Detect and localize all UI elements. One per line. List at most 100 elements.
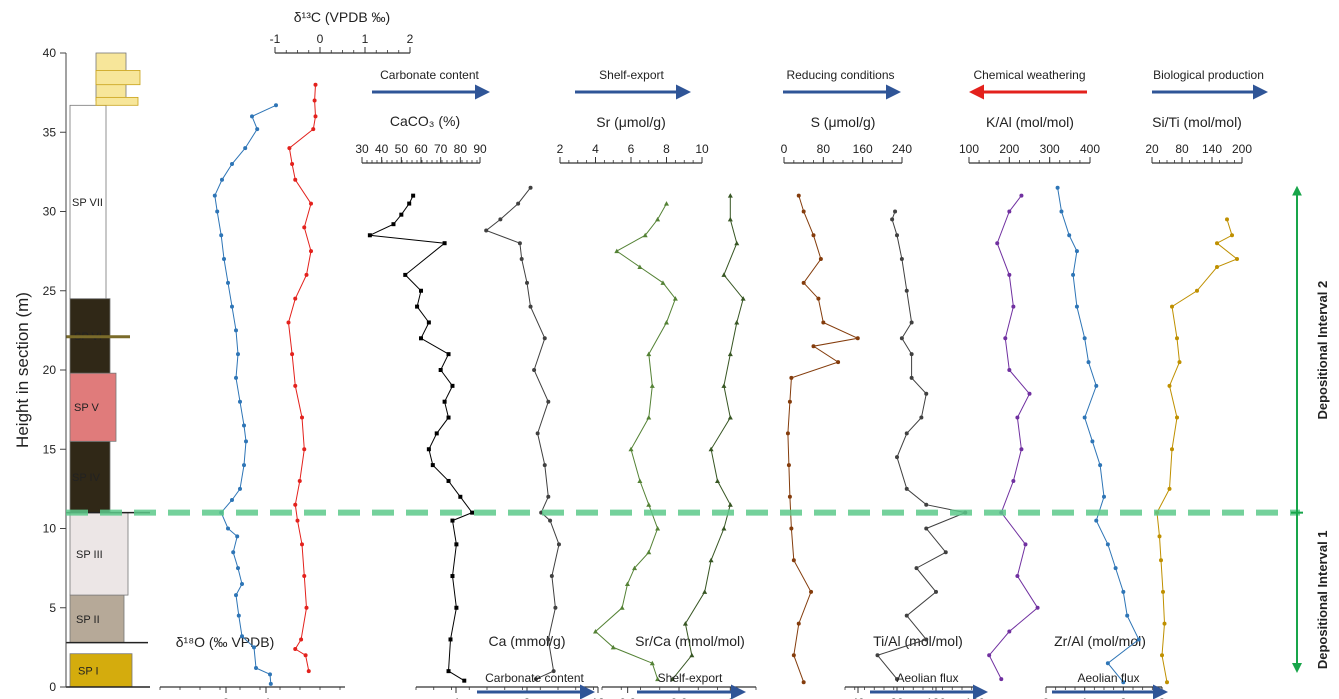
axis-k-al: 100 200 300 400 K/Al (mol/mol): [959, 114, 1100, 164]
data-point: [419, 288, 423, 293]
data-point: [250, 114, 254, 119]
tick-label: 10: [695, 142, 709, 156]
data-point: [721, 526, 727, 531]
data-point: [727, 502, 733, 507]
data-point: [655, 216, 661, 222]
data-point: [1105, 542, 1110, 547]
data-point: [1086, 360, 1091, 365]
data-point: [836, 360, 841, 365]
data-point: [234, 375, 238, 380]
axis-title: Sr (μmol/g): [596, 114, 666, 130]
tick-label: 120: [926, 696, 946, 699]
series-line: [787, 195, 860, 683]
data-point: [242, 463, 246, 468]
data-point: [309, 249, 313, 254]
data-point: [1170, 304, 1174, 309]
tick-label: 0.6: [671, 696, 688, 699]
process-label: Shelf-export: [599, 68, 664, 82]
data-point: [593, 629, 598, 634]
tick-label: 0: [223, 696, 230, 699]
data-point: [313, 82, 318, 87]
unit-label: SP I: [78, 665, 99, 677]
data-point: [1167, 383, 1172, 388]
data-point: [304, 605, 309, 610]
series-ca: [484, 185, 561, 682]
data-point: [1007, 629, 1012, 634]
series-zr-al: [1055, 185, 1141, 685]
data-point: [1160, 653, 1164, 658]
data-point: [1067, 233, 1072, 238]
tick-label: 40: [375, 142, 389, 156]
interval-label: Depositional Interval 1: [1315, 530, 1330, 669]
data-point: [312, 98, 317, 103]
series-line: [594, 203, 676, 680]
data-point: [240, 634, 244, 639]
data-point: [1157, 534, 1162, 539]
data-point: [809, 589, 814, 594]
data-point: [787, 494, 792, 499]
data-point: [1074, 249, 1079, 254]
tick-label: 30: [355, 142, 369, 156]
axis-si-ti: 20 80 140 200 Si/Ti (mol/mol): [1145, 114, 1252, 164]
data-point: [454, 542, 459, 547]
data-point: [811, 233, 816, 238]
data-point: [290, 161, 295, 166]
data-point: [458, 494, 463, 499]
data-point: [450, 518, 455, 523]
data-point: [1071, 272, 1076, 277]
data-point: [1023, 542, 1028, 547]
data-point: [299, 637, 304, 642]
data-point: [785, 431, 790, 436]
data-point: [619, 605, 625, 610]
tick-label: 1: [362, 32, 369, 46]
tick-label: 4: [592, 142, 599, 156]
data-point: [293, 646, 298, 651]
data-point: [313, 114, 318, 119]
data-point: [442, 399, 447, 404]
data-point: [899, 336, 904, 341]
data-point: [649, 660, 655, 666]
data-point: [893, 209, 898, 214]
data-point: [255, 127, 260, 132]
tick-label: 0: [1043, 696, 1050, 699]
data-point: [215, 209, 220, 214]
data-point: [236, 566, 240, 571]
data-point: [268, 681, 273, 686]
data-point: [287, 146, 292, 151]
process-label: Reducing conditions: [786, 68, 894, 82]
data-point: [450, 383, 455, 388]
data-point: [551, 669, 556, 674]
tick-label: 8: [663, 142, 670, 156]
data-point: [909, 320, 914, 325]
unit-label: SP VII: [72, 197, 103, 209]
data-point: [1121, 680, 1126, 685]
data-point: [1082, 415, 1087, 420]
data-point: [498, 217, 503, 222]
data-point: [303, 653, 308, 658]
data-point: [816, 296, 821, 301]
data-point: [649, 383, 655, 388]
data-point: [236, 613, 241, 618]
tick-label: 0: [781, 142, 788, 156]
data-point: [219, 233, 224, 238]
tick-label: 2: [407, 32, 414, 46]
data-point: [546, 494, 551, 499]
tick-label: 80: [890, 696, 904, 699]
data-point: [924, 502, 929, 507]
series-ti-al: [875, 209, 968, 682]
data-point: [909, 375, 914, 380]
data-point: [293, 296, 298, 301]
axis-title: Si/Ti (mol/mol): [1152, 114, 1242, 130]
tick-label: 140: [1202, 142, 1222, 156]
data-point: [528, 185, 533, 190]
data-point: [268, 672, 272, 677]
y-tick-label: 15: [43, 442, 57, 456]
data-point: [1175, 336, 1179, 341]
process-label: Aeolian flux: [896, 671, 958, 685]
data-point: [462, 678, 467, 683]
data-point: [542, 336, 547, 341]
series-line: [988, 195, 1039, 680]
data-point: [909, 352, 914, 357]
data-point: [1059, 209, 1064, 214]
